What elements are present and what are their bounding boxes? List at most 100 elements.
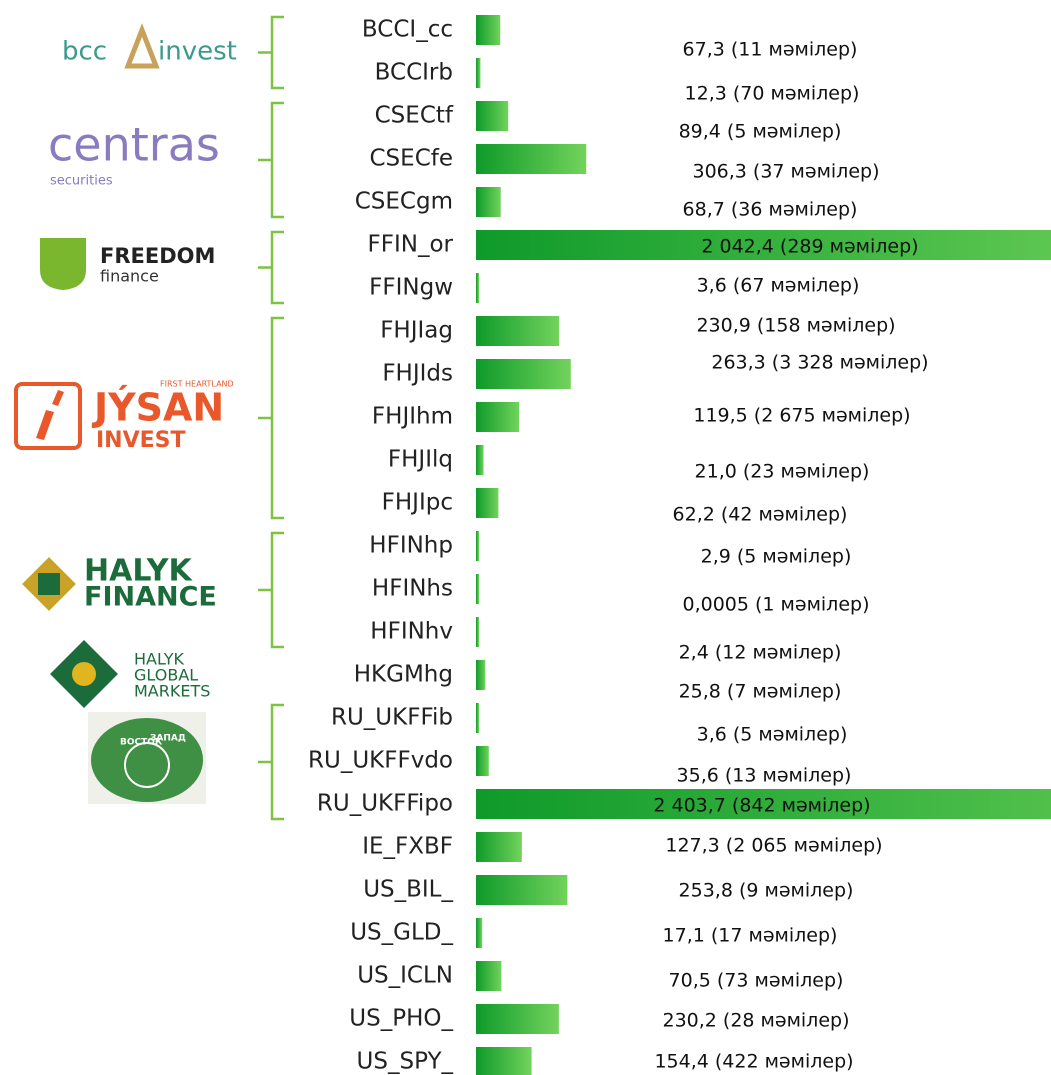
bar [476, 574, 479, 604]
category-label: BCCIrb [375, 60, 453, 86]
category-label: RU_UKFFib [331, 705, 453, 731]
category-label: US_ICLN [357, 963, 453, 989]
bracket [258, 316, 284, 520]
category-label: HKGMhg [354, 662, 453, 688]
bar [476, 531, 479, 561]
logo-vostok: ВОСТОК ЗАПАД [88, 712, 206, 804]
bracket [258, 101, 284, 219]
logo-text: MARKETS [134, 682, 210, 701]
logo-text: finance [100, 267, 159, 286]
category-label: HFINhp [369, 533, 453, 559]
bar [476, 359, 571, 389]
bar [476, 703, 479, 733]
value-label: 127,3 (2 065 мәмілер) [665, 835, 882, 857]
logo-text: JÝSAN [91, 386, 224, 430]
bar [476, 15, 501, 45]
category-label: RU_UKFFvdo [308, 748, 453, 774]
bar [476, 789, 1051, 819]
category-label: FHJIag [380, 318, 453, 344]
logo-text: centras [48, 118, 220, 172]
category-label: FHJIlq [388, 447, 453, 473]
bar [476, 273, 479, 303]
logo-shape [36, 390, 64, 440]
bar [476, 230, 1051, 260]
value-label: 17,1 (17 мәмілер) [663, 925, 838, 947]
category-label: CSECfe [370, 146, 454, 172]
bar [476, 617, 479, 647]
category-label: FHJIds [382, 361, 453, 387]
category-label: CSECgm [355, 189, 453, 215]
logo-shape [124, 742, 170, 788]
logo-text: HALYK [134, 650, 185, 669]
bracket [258, 230, 284, 305]
logo-text: ЗАПАД [150, 734, 186, 744]
category-label: FFINgw [369, 275, 453, 301]
value-label: 230,2 (28 мәмілер) [662, 1010, 849, 1032]
category-label: CSECtf [375, 103, 454, 129]
logo-text: FREEDOM [100, 244, 215, 268]
bar [476, 746, 489, 776]
value-label: 154,4 (422 мәмілер) [654, 1051, 853, 1073]
category-label: US_GLD_ [350, 920, 453, 946]
bar [476, 875, 568, 905]
value-label: 2,9 (5 мәмілер) [701, 546, 852, 568]
logo-text: INVEST [96, 428, 186, 453]
value-label: 25,8 (7 мәмілер) [679, 681, 842, 703]
plot: BCCI_cc 67,3 (11 мәмілер) BCCIrb 12,3 (70 м… [308, 15, 1051, 1075]
logo-halyk-finance: HALYK FINANCE [22, 554, 217, 613]
value-label: 62,2 (42 мәмілер) [673, 504, 848, 526]
bar [476, 101, 509, 131]
bar [476, 187, 501, 217]
logo-text: securities [50, 174, 113, 189]
value-label: 68,7 (36 мәмілер) [683, 199, 858, 221]
value-label: 35,6 (13 мәмілер) [677, 765, 852, 787]
logo-shape [72, 662, 96, 686]
logo-shape [40, 238, 86, 290]
bar [476, 402, 520, 432]
value-label: 2 403,7 (842 мәмілер) [653, 795, 870, 817]
logo-text: FINANCE [84, 582, 217, 613]
bar [476, 1004, 559, 1034]
value-label: 21,0 (23 мәмілер) [695, 461, 870, 483]
value-label: 263,3 (3 328 мәмілер) [711, 352, 928, 374]
bar [476, 144, 587, 174]
bar [476, 918, 483, 948]
value-label: 89,4 (5 мәмілер) [679, 121, 842, 143]
logo-text: GLOBAL [134, 666, 198, 685]
value-label: 3,6 (5 мәмілер) [697, 724, 848, 746]
bracket [258, 703, 284, 821]
value-label: 2 042,4 (289 мәмілер) [701, 236, 918, 258]
logo-text: FIRST HEARTLAND [160, 380, 234, 389]
logo-text: ВОСТОК [120, 738, 163, 748]
bar [476, 660, 486, 690]
category-label: HFINhs [372, 576, 453, 602]
category-label: FFIN_or [368, 232, 454, 258]
logo-text: HALYK [84, 554, 193, 589]
category-label: US_BIL_ [363, 877, 453, 903]
value-label: 12,3 (70 мәмілер) [685, 83, 860, 105]
category-label: US_PHO_ [349, 1006, 453, 1032]
bracket [258, 531, 284, 649]
logo-bcc: bcc invest [62, 23, 237, 69]
category-label: RU_UKFFipo [317, 791, 453, 817]
logo-shape [124, 23, 160, 69]
bar [476, 832, 522, 862]
category-label: US_SPY_ [357, 1049, 454, 1075]
category-label: FHJIpc [382, 490, 453, 516]
category-label: HFINhv [370, 619, 453, 645]
value-label: 119,5 (2 675 мәмілер) [693, 405, 910, 427]
category-label: BCCI_cc [362, 17, 453, 43]
value-label: 67,3 (11 мәмілер) [683, 39, 858, 61]
logo-text: invest [158, 37, 237, 67]
brackets [258, 15, 284, 821]
logo-shape [38, 573, 60, 595]
logo-text: bcc [62, 37, 107, 67]
value-label: 230,9 (158 мәмілер) [696, 315, 895, 337]
bar [476, 445, 484, 475]
logo-centras: centras securities [48, 118, 220, 189]
value-label: 70,5 (73 мәмілер) [669, 970, 844, 992]
bar [476, 488, 499, 518]
value-label: 306,3 (37 мәмілер) [692, 161, 879, 183]
bar [476, 961, 502, 991]
category-label: IE_FXBF [362, 834, 453, 860]
